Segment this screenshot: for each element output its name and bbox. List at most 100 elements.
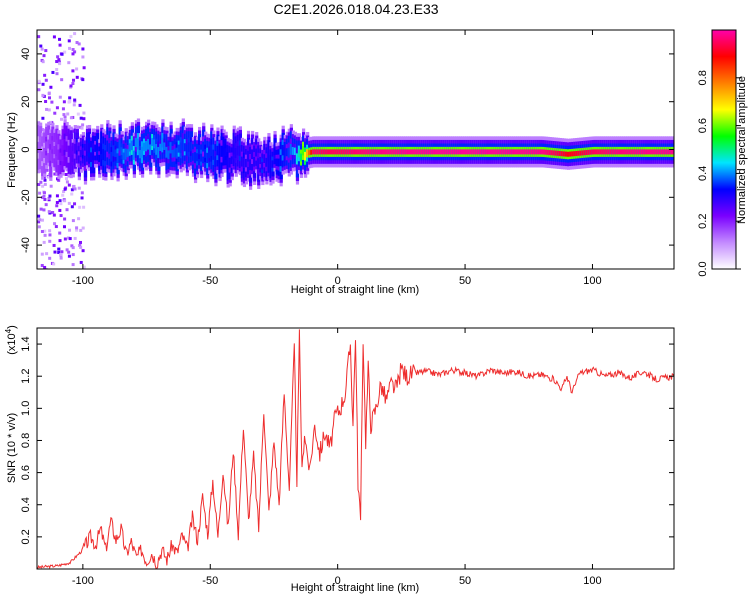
spectrogram-x-tick-label: 100 bbox=[583, 275, 601, 287]
heatmap-cell bbox=[71, 52, 75, 56]
heatmap-cell bbox=[328, 149, 332, 155]
heatmap-cell bbox=[501, 149, 505, 155]
heatmap-cell bbox=[157, 147, 161, 159]
heatmap-cell bbox=[626, 149, 630, 155]
heatmap-cell bbox=[312, 149, 316, 155]
heatmap-cell bbox=[70, 188, 74, 192]
heatmap-cell bbox=[39, 142, 43, 154]
heatmap-cell bbox=[54, 225, 58, 229]
heatmap-cell bbox=[361, 149, 365, 155]
heatmap-cell bbox=[82, 265, 86, 269]
heatmap-cell bbox=[670, 149, 674, 155]
heatmap-cell bbox=[379, 149, 383, 155]
colorbar-tick-label: 0.4 bbox=[697, 166, 709, 181]
heatmap-cell bbox=[183, 143, 187, 152]
heatmap-cell bbox=[98, 154, 102, 163]
heatmap-cell bbox=[548, 150, 552, 156]
heatmap-cell bbox=[660, 149, 664, 155]
heatmap-cell bbox=[579, 150, 583, 156]
snr-panel: -100 -50 0 50 100 0.2 0.4 0.6 0.8 1.0 1.2 1.4 Heig… bbox=[4, 325, 675, 594]
heatmap-cell bbox=[58, 62, 62, 66]
heatmap-cell bbox=[634, 149, 638, 155]
heatmap-cell bbox=[42, 191, 46, 195]
heatmap-cell bbox=[60, 78, 64, 82]
heatmap-cell bbox=[79, 260, 83, 264]
heatmap-cell bbox=[49, 85, 53, 89]
heatmap-cell bbox=[666, 149, 671, 155]
heatmap-cell bbox=[62, 190, 66, 194]
heatmap-cell bbox=[65, 141, 69, 152]
heatmap-cell bbox=[59, 256, 63, 260]
heatmap-cell bbox=[348, 149, 353, 155]
heatmap-cell bbox=[43, 265, 47, 269]
heatmap-cell bbox=[293, 147, 298, 156]
heatmap-cell bbox=[603, 149, 607, 155]
colorbar-tick-label: 0.0 bbox=[697, 261, 709, 276]
heatmap-cell bbox=[45, 141, 49, 151]
heatmap-cell bbox=[73, 50, 77, 54]
heatmap-cell bbox=[440, 149, 444, 155]
heatmap-cell bbox=[342, 149, 346, 155]
heatmap-cell bbox=[430, 149, 434, 155]
heatmap-cell bbox=[136, 138, 141, 150]
heatmap-cell bbox=[301, 146, 306, 156]
heatmap-cell bbox=[204, 149, 208, 158]
heatmap-cell bbox=[45, 252, 49, 256]
heatmap-cell bbox=[187, 142, 192, 152]
heatmap-cell bbox=[73, 143, 77, 154]
heatmap-cell bbox=[100, 143, 104, 154]
heatmap-cell bbox=[155, 144, 159, 155]
heatmap-cell bbox=[104, 150, 108, 162]
heatmap-cell bbox=[410, 149, 414, 155]
heatmap-cell bbox=[57, 149, 61, 160]
heatmap-cell bbox=[61, 107, 65, 111]
heatmap-cell bbox=[68, 228, 72, 232]
heatmap-cell bbox=[50, 100, 54, 104]
heatmap-cell bbox=[369, 149, 373, 155]
heatmap-cell bbox=[63, 50, 67, 54]
heatmap-cell bbox=[50, 120, 54, 124]
heatmap-cell bbox=[401, 149, 406, 155]
heatmap-cell bbox=[81, 55, 85, 59]
heatmap-cell bbox=[57, 58, 61, 62]
heatmap-cell bbox=[55, 60, 59, 64]
heatmap-cell bbox=[43, 73, 47, 77]
heatmap-cell bbox=[267, 151, 271, 162]
heatmap-cell bbox=[446, 149, 450, 155]
heatmap-cell bbox=[80, 126, 84, 130]
heatmap-cell bbox=[200, 153, 204, 162]
heatmap-cell bbox=[71, 253, 75, 257]
heatmap-cell bbox=[163, 142, 167, 150]
heatmap-cell bbox=[560, 151, 565, 157]
heatmap-cell bbox=[37, 141, 41, 154]
heatmap-cell bbox=[281, 144, 285, 156]
heatmap-cell bbox=[55, 201, 59, 205]
heatmap-cell bbox=[40, 218, 44, 222]
heatmap-cell bbox=[76, 112, 80, 116]
spectrogram-y-tick-label: 0 bbox=[20, 146, 32, 152]
spectrogram-y-tick-label: -20 bbox=[20, 189, 32, 205]
heatmap-cell bbox=[534, 149, 538, 155]
heatmap-cell bbox=[528, 149, 532, 155]
heatmap-cell bbox=[218, 154, 222, 164]
heatmap-cell bbox=[37, 79, 41, 83]
heatmap-cell bbox=[540, 149, 544, 155]
heatmap-cell bbox=[58, 37, 62, 41]
spectrogram-y-ticks: -40 -20 0 20 40 bbox=[20, 48, 674, 253]
snr-y-tick-label: 1.4 bbox=[20, 336, 32, 351]
heatmap-cell bbox=[67, 183, 71, 187]
heatmap-cell bbox=[591, 149, 595, 155]
heatmap-cell bbox=[277, 158, 281, 167]
heatmap-cell bbox=[424, 149, 428, 155]
heatmap-cell bbox=[297, 149, 302, 158]
heatmap-cell bbox=[554, 150, 558, 156]
snr-y-tick-label: 0.2 bbox=[20, 529, 32, 544]
heatmap-cell bbox=[81, 147, 86, 155]
heatmap-cell bbox=[332, 149, 336, 155]
heatmap-cell bbox=[42, 240, 46, 244]
heatmap-cell bbox=[64, 172, 68, 176]
heatmap-cell bbox=[628, 149, 632, 155]
heatmap-cell bbox=[41, 94, 45, 98]
heatmap-cell bbox=[391, 149, 395, 155]
